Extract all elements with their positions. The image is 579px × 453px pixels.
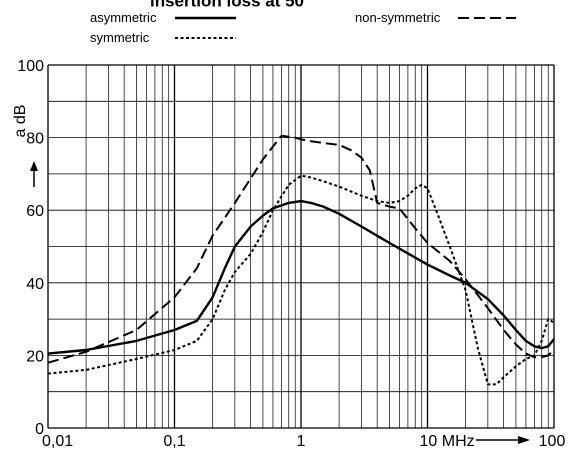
x-axis-arrow xyxy=(476,436,530,444)
y-axis-label: a dB xyxy=(12,105,29,138)
y-tick-label: 0 xyxy=(35,421,44,438)
series-lines xyxy=(47,134,555,386)
y-tick-label: 60 xyxy=(26,203,44,220)
y-axis-label-group: a dB xyxy=(12,105,38,187)
y-axis-arrow-head xyxy=(30,161,38,171)
x-tick-label: 0,01 xyxy=(42,433,73,450)
y-tick-label: 100 xyxy=(17,58,44,75)
y-tick-label: 80 xyxy=(26,131,44,148)
x-tick-label: 100 xyxy=(539,433,566,450)
x-tick-label: 10 MHz xyxy=(420,433,475,450)
y-tick-label: 40 xyxy=(26,276,44,293)
x-axis-arrow-head xyxy=(518,436,530,444)
grid xyxy=(47,64,555,429)
legend-label-asymmetric: asymmetric xyxy=(90,10,157,25)
chart-title: insertion loss at 50 xyxy=(150,0,304,10)
x-tick-label: 1 xyxy=(297,433,306,450)
series-line-symmetric xyxy=(47,174,555,386)
legend: asymmetric symmetric non-symmetric xyxy=(90,10,516,45)
series-line-asymmetric xyxy=(47,199,555,355)
x-tick-label: 0,1 xyxy=(163,433,185,450)
legend-label-symmetric: symmetric xyxy=(90,30,150,45)
series-line-non-symmetric xyxy=(47,134,555,364)
legend-label-non-symmetric: non-symmetric xyxy=(355,10,441,25)
tick-labels: 0,01 0,1 1 10 MHz 100 0 20 40 60 80 100 xyxy=(17,58,565,450)
y-tick-label: 20 xyxy=(26,348,44,365)
